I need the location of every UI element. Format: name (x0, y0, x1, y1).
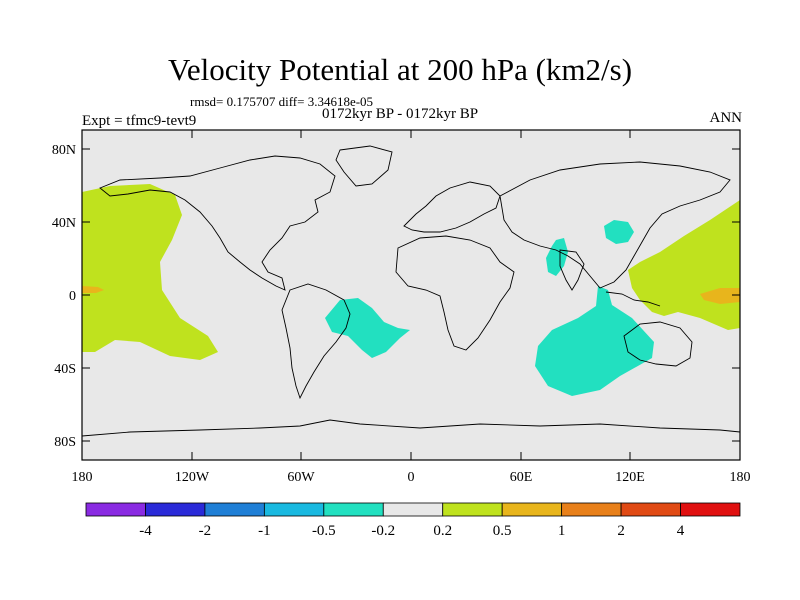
lon-label-180w: 180 (72, 470, 93, 485)
coast-africa (395, 235, 515, 351)
coast-north-america (99, 155, 336, 291)
positive-mid-spot-west (700, 288, 740, 304)
colorbar-label-4: -0.2 (371, 523, 395, 539)
lat-labels: 80N 40N 0 40S 80S (52, 143, 76, 450)
colorbar-box-10 (680, 502, 741, 517)
colorbar-box-5 (382, 502, 444, 517)
colorbar (85, 502, 741, 517)
coast-australia (623, 321, 693, 367)
colorbar-box-6 (442, 502, 503, 517)
experiment-label: Expt = tfmc9-tevt9 (82, 113, 197, 129)
colorbar-label-0: -4 (139, 523, 152, 539)
colorbar-box-3 (263, 502, 325, 517)
positive-mid-spot-east (82, 286, 104, 293)
lon-label-60e: 60E (510, 470, 533, 485)
lon-label-120e: 120E (615, 470, 645, 485)
map-title: Velocity Potential at 200 hPa (km2/s) (167, 52, 633, 87)
colorbar-label-1: -2 (199, 523, 212, 539)
colorbar-box-0 (85, 502, 146, 517)
lat-label-40s: 40S (54, 362, 76, 377)
season-label: ANN (709, 110, 743, 126)
positive-region-east-pacific (82, 184, 218, 360)
coast-greenland (335, 145, 393, 187)
coast-india (559, 249, 585, 291)
coastlines (81, 145, 741, 437)
coast-antarctica (81, 419, 741, 437)
colorbar-label-5: 0.2 (433, 523, 452, 539)
lon-label-60w: 60W (287, 470, 315, 485)
colorbar-labels: -4 -2 -1 -0.5 -0.2 0.2 0.5 1 2 4 (139, 523, 685, 539)
colorbar-label-6: 0.5 (493, 523, 512, 539)
negative-region-east-asia (604, 220, 634, 244)
colorbar-label-3: -0.5 (312, 523, 336, 539)
period-label: 0172kyr BP - 0172kyr BP (322, 106, 479, 122)
map-background (82, 130, 740, 460)
lon-label-120w: 120W (175, 470, 210, 485)
colorbar-label-9: 4 (677, 523, 685, 539)
field-shading (82, 184, 740, 396)
coast-south-america (281, 283, 351, 400)
lat-label-80n: 80N (52, 143, 76, 158)
colorbar-box-7 (501, 502, 563, 517)
lat-label-0: 0 (69, 289, 76, 304)
coast-europe (403, 181, 501, 233)
lat-label-80s: 80S (54, 435, 76, 450)
negative-region-arabian (546, 238, 568, 276)
lat-label-40n: 40N (52, 216, 76, 231)
colorbar-box-2 (204, 502, 265, 517)
lon-labels: 180 120W 60W 0 60E 120E 180 (72, 470, 751, 485)
colorbar-box-8 (561, 502, 622, 517)
colorbar-box-9 (620, 502, 681, 517)
colorbar-label-8: 2 (617, 523, 625, 539)
colorbar-box-4 (323, 502, 384, 517)
colorbar-label-2: -1 (258, 523, 271, 539)
negative-region-indian (535, 286, 654, 396)
coast-indonesia (605, 291, 661, 307)
lat-axis (82, 148, 740, 442)
lon-label-180e: 180 (730, 470, 751, 485)
colorbar-box-1 (145, 502, 206, 517)
colorbar-label-7: 1 (558, 523, 566, 539)
lon-label-0: 0 (408, 470, 415, 485)
stats-line: rmsd= 0.175707 diff= 3.34618e-05 (190, 94, 374, 109)
coast-asia (499, 161, 731, 289)
lon-axis (81, 130, 741, 460)
negative-region-atlantic (325, 298, 410, 358)
